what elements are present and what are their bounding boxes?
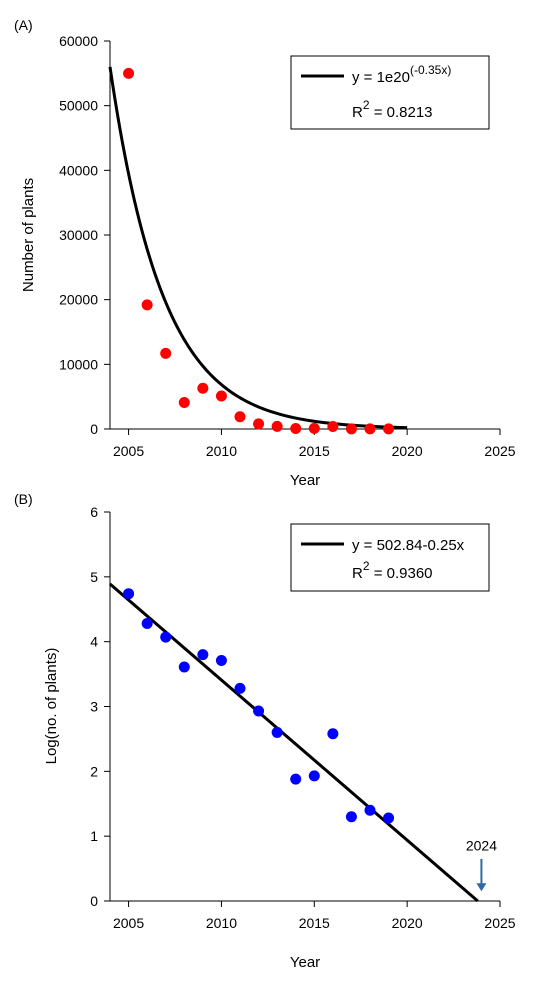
x-tick-label: 2005 [113, 443, 144, 459]
panel-a-x-label: Year [290, 472, 320, 489]
panel-a-legend-r2-prefix: R [352, 104, 363, 121]
panel-b-legend-r2-prefix: R [352, 565, 363, 582]
data-point [178, 661, 190, 673]
data-point [364, 804, 376, 816]
data-point [141, 618, 153, 630]
panel-a-legend-box [290, 55, 490, 130]
panel-b-legend-r2-value: = 0.9360 [370, 565, 433, 582]
data-point [383, 423, 395, 435]
panel-a-x-ticks: 2005 2010 2015 2020 2025 [113, 429, 516, 459]
data-point [308, 770, 320, 782]
y-tick-label: 30000 [59, 227, 98, 243]
panel-b-x-ticks: 2005 2010 2015 2020 2025 [113, 901, 516, 931]
panel-a-legend-equation-main: y = 1e20 [352, 69, 410, 86]
x-tick-label: 2010 [206, 443, 237, 459]
y-tick-label: 4 [90, 634, 98, 650]
data-point [123, 588, 135, 600]
panel-a-label: (A) [14, 17, 33, 33]
panel-b: (B) 2005 2010 2015 2020 2025 0 1 2 3 4 5 6 Year Lo… [14, 491, 516, 971]
data-point [327, 421, 339, 433]
x-tick-label: 2010 [206, 915, 237, 931]
y-tick-label: 0 [90, 421, 98, 437]
panel-a-points [123, 67, 395, 435]
data-point [345, 423, 357, 435]
data-point [197, 649, 209, 661]
panel-b-annotation: 2024 [466, 837, 497, 892]
panel-a-fit-curve [108, 66, 408, 430]
data-point [253, 418, 265, 430]
x-tick-label: 2025 [484, 915, 515, 931]
panel-b-x-label: Year [290, 954, 320, 971]
y-tick-label: 20000 [59, 292, 98, 308]
panel-a-legend-equation-exp: (-0.35x) [410, 63, 451, 77]
data-point [271, 726, 283, 738]
panel-a-legend: y = 1e20(-0.35x) R2 = 0.8213 [290, 55, 490, 130]
y-tick-label: 40000 [59, 162, 98, 178]
data-point [308, 422, 320, 434]
y-tick-label: 10000 [59, 356, 98, 372]
x-tick-label: 2025 [484, 443, 515, 459]
panel-b-legend-r2-sup: 2 [363, 559, 370, 573]
panel-a-legend-r2-value: = 0.8213 [370, 104, 433, 121]
x-tick-label: 2015 [299, 443, 330, 459]
panel-b-fit-line [109, 582, 479, 903]
panel-b-points [123, 588, 395, 824]
x-tick-label: 2005 [113, 915, 144, 931]
panel-b-legend: y = 502.84-0.25x R2 = 0.9360 [290, 523, 490, 592]
data-point [290, 422, 302, 434]
y-tick-label: 2 [90, 763, 98, 779]
data-point [345, 811, 357, 823]
annotation-2024-label: 2024 [466, 837, 497, 853]
y-tick-label: 5 [90, 569, 98, 585]
y-tick-label: 60000 [59, 33, 98, 49]
data-point [383, 812, 395, 824]
data-point [234, 411, 246, 423]
panel-b-legend-r2: R2 = 0.9360 [352, 559, 433, 582]
y-tick-label: 6 [90, 504, 98, 520]
x-tick-label: 2020 [392, 915, 423, 931]
data-point [178, 396, 190, 408]
y-tick-label: 3 [90, 699, 98, 715]
panel-a-legend-r2: R2 = 0.8213 [352, 98, 433, 121]
panel-a-y-ticks: 0 10000 20000 30000 40000 50000 60000 [59, 33, 110, 437]
data-point [160, 631, 172, 643]
data-point [123, 67, 135, 79]
panel-a-legend-r2-sup: 2 [363, 98, 370, 112]
panel-b-label: (B) [14, 491, 33, 507]
data-point [271, 420, 283, 432]
x-tick-label: 2015 [299, 915, 330, 931]
panel-a: (A) 2005 2010 2015 2020 2025 0 10000 20000 3000… [14, 17, 516, 489]
data-point [215, 654, 227, 666]
panel-a-y-label: Number of plants [20, 178, 37, 292]
panel-b-legend-box [290, 523, 490, 592]
data-point [364, 423, 376, 435]
y-tick-label: 0 [90, 893, 98, 909]
data-point [253, 705, 265, 717]
data-point [290, 773, 302, 785]
data-point [141, 299, 153, 311]
y-tick-label: 50000 [59, 98, 98, 114]
panel-a-legend-equation: y = 1e20(-0.35x) [352, 63, 451, 86]
x-tick-label: 2020 [392, 443, 423, 459]
data-point [197, 382, 209, 394]
panel-b-legend-equation: y = 502.84-0.25x [352, 537, 465, 554]
data-point [215, 390, 227, 402]
data-point [327, 728, 339, 740]
data-point [234, 682, 246, 694]
panel-b-y-ticks: 0 1 2 3 4 5 6 [90, 504, 110, 909]
annotation-arrow-icon [476, 883, 487, 892]
data-point [160, 347, 172, 359]
panel-b-y-label: Log(no. of plants) [43, 648, 60, 765]
y-tick-label: 1 [90, 828, 98, 844]
